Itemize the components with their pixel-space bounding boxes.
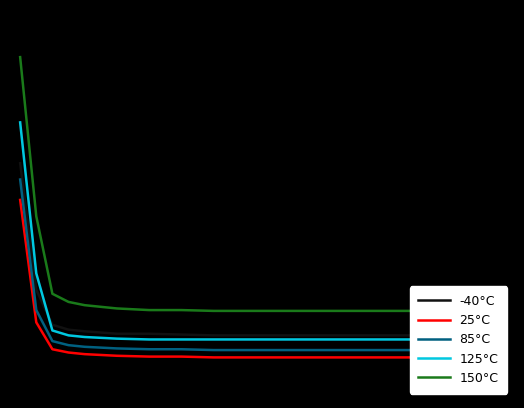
125°C: [275, 337, 281, 342]
-40°C: [17, 161, 23, 166]
25°C: [33, 320, 39, 325]
85°C: [404, 348, 410, 353]
125°C: [146, 337, 152, 342]
150°C: [49, 291, 56, 296]
25°C: [372, 355, 378, 360]
125°C: [114, 336, 120, 341]
85°C: [114, 346, 120, 351]
150°C: [211, 308, 217, 313]
25°C: [49, 347, 56, 352]
Line: -40°C: -40°C: [20, 163, 504, 335]
125°C: [340, 337, 346, 342]
-40°C: [146, 331, 152, 336]
-40°C: [340, 333, 346, 338]
150°C: [178, 308, 184, 313]
25°C: [243, 355, 249, 360]
85°C: [501, 348, 507, 353]
85°C: [178, 347, 184, 352]
125°C: [17, 120, 23, 125]
Line: 85°C: 85°C: [20, 180, 504, 350]
150°C: [146, 308, 152, 313]
85°C: [243, 348, 249, 353]
85°C: [307, 348, 313, 353]
85°C: [211, 348, 217, 353]
-40°C: [33, 287, 39, 292]
85°C: [66, 343, 72, 348]
85°C: [33, 308, 39, 313]
125°C: [404, 337, 410, 342]
-40°C: [178, 332, 184, 337]
25°C: [178, 354, 184, 359]
150°C: [501, 308, 507, 313]
150°C: [33, 214, 39, 219]
25°C: [436, 355, 442, 360]
150°C: [114, 306, 120, 311]
-40°C: [49, 322, 56, 327]
85°C: [275, 348, 281, 353]
85°C: [17, 177, 23, 182]
85°C: [372, 348, 378, 353]
Line: 125°C: 125°C: [20, 122, 504, 339]
-40°C: [82, 329, 88, 334]
-40°C: [114, 331, 120, 336]
25°C: [211, 355, 217, 360]
150°C: [243, 308, 249, 313]
85°C: [49, 339, 56, 344]
25°C: [501, 355, 507, 360]
125°C: [49, 328, 56, 333]
25°C: [82, 352, 88, 357]
25°C: [17, 197, 23, 202]
125°C: [211, 337, 217, 342]
125°C: [82, 335, 88, 339]
25°C: [468, 355, 475, 360]
25°C: [307, 355, 313, 360]
125°C: [66, 333, 72, 338]
25°C: [275, 355, 281, 360]
85°C: [340, 348, 346, 353]
-40°C: [211, 333, 217, 338]
85°C: [436, 348, 442, 353]
25°C: [340, 355, 346, 360]
125°C: [436, 337, 442, 342]
-40°C: [404, 333, 410, 338]
150°C: [275, 308, 281, 313]
125°C: [372, 337, 378, 342]
125°C: [307, 337, 313, 342]
-40°C: [501, 333, 507, 338]
25°C: [146, 354, 152, 359]
150°C: [307, 308, 313, 313]
150°C: [17, 55, 23, 60]
125°C: [33, 271, 39, 276]
85°C: [146, 347, 152, 352]
85°C: [82, 344, 88, 349]
25°C: [404, 355, 410, 360]
150°C: [468, 308, 475, 313]
150°C: [404, 308, 410, 313]
125°C: [178, 337, 184, 342]
-40°C: [275, 333, 281, 338]
125°C: [468, 337, 475, 342]
85°C: [468, 348, 475, 353]
25°C: [114, 353, 120, 358]
-40°C: [243, 333, 249, 338]
-40°C: [372, 333, 378, 338]
125°C: [501, 337, 507, 342]
150°C: [340, 308, 346, 313]
150°C: [372, 308, 378, 313]
Legend: -40°C, 25°C, 85°C, 125°C, 150°C: -40°C, 25°C, 85°C, 125°C, 150°C: [410, 286, 507, 394]
25°C: [66, 350, 72, 355]
-40°C: [66, 327, 72, 332]
150°C: [82, 303, 88, 308]
-40°C: [468, 333, 475, 338]
-40°C: [307, 333, 313, 338]
150°C: [66, 299, 72, 304]
Line: 25°C: 25°C: [20, 200, 504, 357]
Line: 150°C: 150°C: [20, 57, 504, 311]
150°C: [436, 308, 442, 313]
125°C: [243, 337, 249, 342]
-40°C: [436, 333, 442, 338]
